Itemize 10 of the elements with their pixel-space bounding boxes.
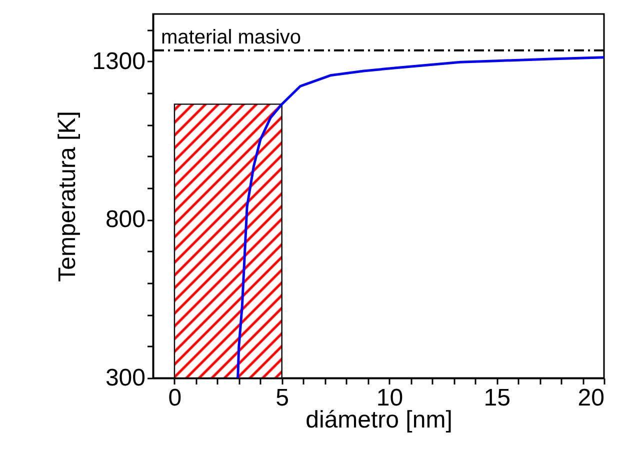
y-tick-label: 300 <box>105 364 146 392</box>
ref-line-label: material masivo <box>161 26 302 48</box>
y-axis-title: Temperatura [K] <box>54 111 82 282</box>
x-tick-label: 0 <box>168 384 182 412</box>
y-tick-label: 1300 <box>92 48 146 75</box>
x-tick-label: 5 <box>276 384 290 412</box>
y-tick-label: 800 <box>105 206 146 234</box>
line-series <box>236 56 606 380</box>
x-tick-label: 15 <box>484 384 510 412</box>
x-tick-label: 20 <box>578 384 604 412</box>
